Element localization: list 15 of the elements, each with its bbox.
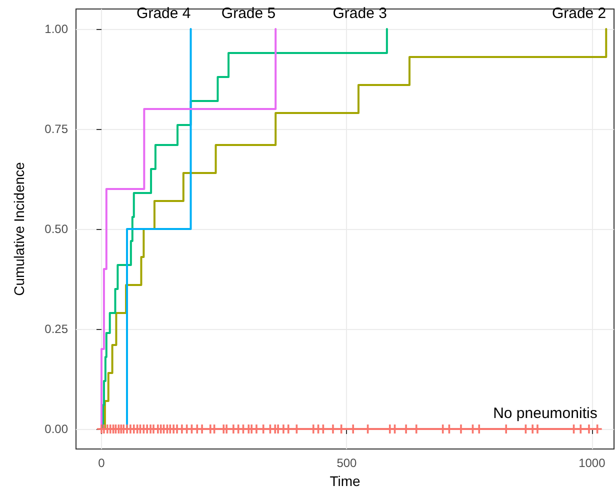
series-label: Grade 5 [221, 5, 276, 22]
y-tick-label: 0.25 [44, 322, 68, 336]
series-label: Grade 2 [552, 5, 606, 22]
y-axis-title: Cumulative Incidence [11, 162, 27, 296]
y-tick-label: 0.00 [44, 422, 68, 436]
y-tick-label: 0.50 [44, 222, 68, 236]
x-tick-label: 0 [98, 456, 106, 470]
y-tick-label: 0.75 [44, 122, 68, 136]
series-label: Grade 3 [332, 5, 387, 22]
x-tick-label: 1000 [578, 456, 606, 470]
x-axis-title: Time [330, 472, 361, 489]
y-tick-label: 1.00 [44, 22, 68, 36]
series-label: No pneumonitis [493, 405, 598, 422]
x-tick-label: 500 [336, 456, 358, 470]
series-label: Grade 4 [136, 5, 191, 22]
